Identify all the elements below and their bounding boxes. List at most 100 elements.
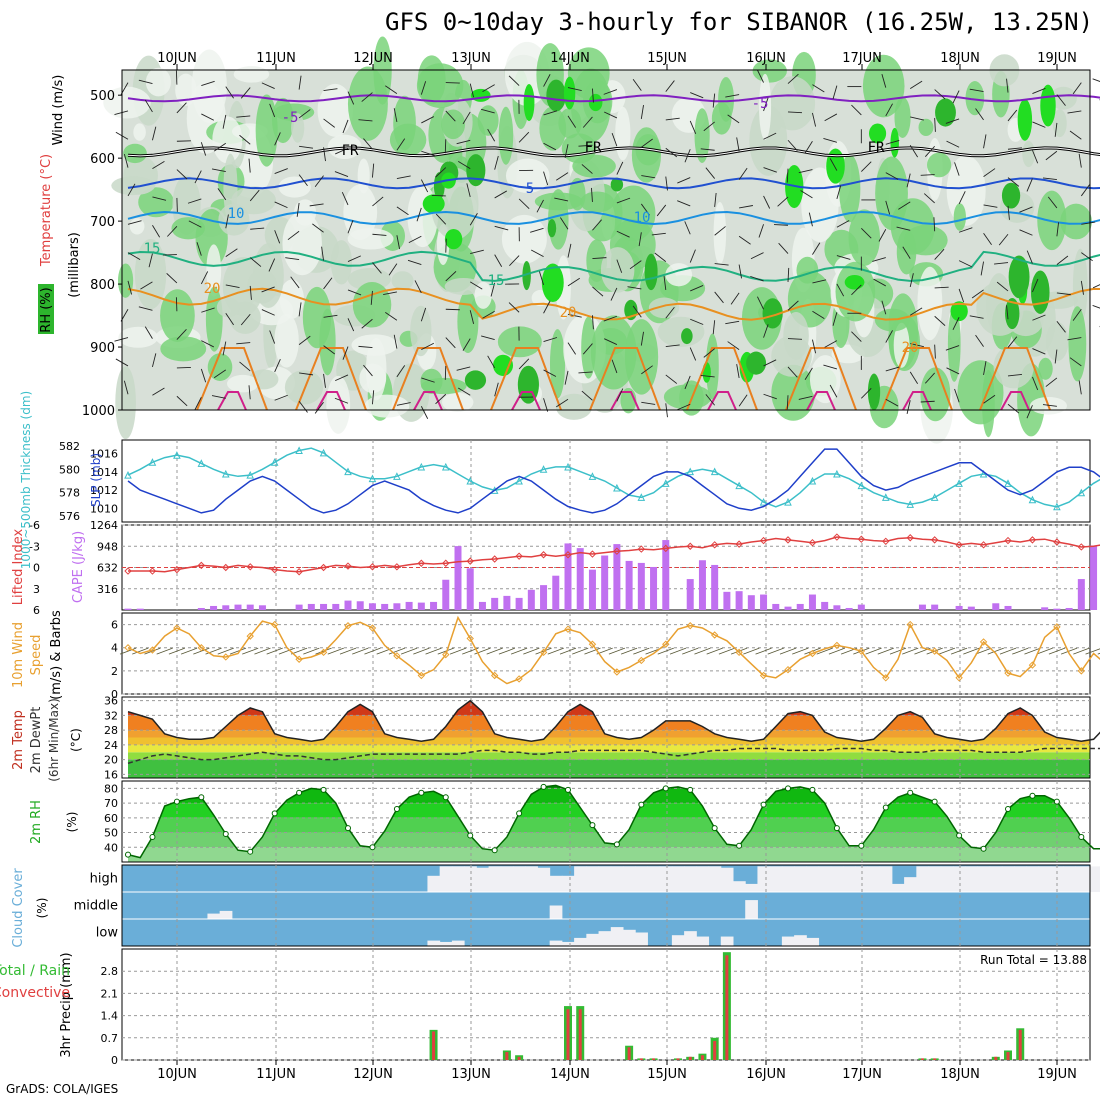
cape-bar xyxy=(454,546,462,610)
temperature-contour xyxy=(127,177,1100,190)
cape-bar xyxy=(320,603,328,610)
wind-barb xyxy=(1026,178,1033,192)
wind-speed-point xyxy=(319,648,328,657)
wind-barb xyxy=(611,359,618,374)
wind-barb xyxy=(342,119,349,134)
rh-blob xyxy=(138,187,174,218)
thickness-point xyxy=(686,467,695,476)
hot-surface-contour xyxy=(1000,391,1030,411)
cape-bar xyxy=(246,604,254,610)
cape-bar xyxy=(845,607,853,610)
precip-tick-label: 1.4 xyxy=(101,1010,119,1023)
cape-bar xyxy=(1041,607,1049,610)
wind-barb xyxy=(248,385,251,400)
temp-panel-frame xyxy=(121,696,1091,779)
rh-blob xyxy=(175,73,197,106)
surface-wind-barb xyxy=(620,647,638,655)
thickness-point xyxy=(930,493,939,501)
cape-bar xyxy=(124,608,132,610)
wind-barb xyxy=(591,315,594,330)
temp-axis-label-2: 2m DewPt xyxy=(29,707,44,774)
wind-barb xyxy=(750,275,764,282)
rh-blob xyxy=(278,176,311,198)
wind-barb xyxy=(435,213,447,225)
wind-barb xyxy=(934,117,936,132)
rh-blob xyxy=(665,263,693,287)
wind-barb xyxy=(1019,229,1033,236)
cloud-high-bar xyxy=(806,866,820,892)
cloud-high-bar xyxy=(598,866,612,892)
rh-high-blob xyxy=(1030,270,1050,314)
rh-point xyxy=(1029,792,1036,799)
wind-barb xyxy=(298,400,308,413)
surface-wind-barb xyxy=(792,647,809,655)
wind-barb xyxy=(1078,380,1082,395)
lifted-index-point xyxy=(613,547,621,555)
surface-wind-barb xyxy=(938,647,956,655)
wind-barb xyxy=(578,144,593,147)
rh-point xyxy=(662,785,669,792)
rh-legend-swatch xyxy=(38,284,54,334)
wind-barb xyxy=(420,406,429,419)
wind-barb xyxy=(958,260,972,268)
wind-barb xyxy=(494,155,499,170)
thickness-point xyxy=(539,465,548,473)
surface-wind-barb xyxy=(889,647,907,655)
thickness-point xyxy=(393,472,401,480)
wind-barb xyxy=(945,118,960,124)
pressure-tick-label: 700 xyxy=(90,215,115,230)
rh-high-blob xyxy=(563,76,576,110)
wind-barb xyxy=(176,102,187,114)
wind-speed-point xyxy=(368,624,377,632)
rh-point xyxy=(760,801,767,808)
wind-barb xyxy=(885,200,891,215)
wind-barb xyxy=(543,171,549,186)
wind-barb xyxy=(603,315,618,322)
wind-tick-label: 0 xyxy=(111,688,118,701)
thickness-point xyxy=(808,476,817,485)
rh-blob xyxy=(796,256,819,284)
thickness-point xyxy=(1053,502,1061,511)
temp-band xyxy=(128,752,1090,760)
cape-bar xyxy=(955,605,963,610)
wind-barb xyxy=(298,302,302,317)
wind-barb xyxy=(274,168,288,175)
wind-barb xyxy=(466,183,471,198)
wind-speed-point xyxy=(955,674,963,682)
rh-blob xyxy=(801,167,839,243)
surface-wind-barb xyxy=(498,647,516,655)
rh-blob xyxy=(555,393,593,420)
wind-barb xyxy=(166,273,178,284)
wind-barb xyxy=(878,229,887,242)
pressure-tick-label: 600 xyxy=(90,152,115,167)
wind-barb xyxy=(714,291,724,304)
wind-barb xyxy=(996,281,1009,292)
rh-blob xyxy=(391,271,414,291)
rh-blob xyxy=(216,297,240,318)
cape-bar xyxy=(417,602,425,610)
cloud-high-bar xyxy=(745,883,758,892)
cloud-high-bar xyxy=(708,866,722,892)
wind-barb xyxy=(1032,348,1046,355)
wind-barb xyxy=(152,196,167,201)
surface-wind-barb xyxy=(779,647,797,655)
cloud-high-bar xyxy=(623,866,636,892)
wind-barb xyxy=(211,168,226,173)
surface-wind-barb xyxy=(449,647,467,655)
rh-blob xyxy=(115,366,136,440)
wind-barb xyxy=(909,273,914,288)
surface-wind-barb xyxy=(730,647,748,655)
wind-barb xyxy=(296,202,300,217)
lifted-index-point xyxy=(295,568,303,576)
wind-barb xyxy=(188,220,202,228)
wind-barb xyxy=(689,347,697,361)
wind-barb xyxy=(1007,403,1020,414)
lifted-index-point xyxy=(1077,543,1086,551)
rh-high-blob xyxy=(588,93,603,112)
cape-bar xyxy=(760,594,768,610)
rh-blob xyxy=(319,308,336,376)
rh-band xyxy=(128,832,1090,848)
wind-barb xyxy=(910,343,924,348)
wind-barb xyxy=(690,92,704,99)
contour-label: FR xyxy=(585,140,602,156)
